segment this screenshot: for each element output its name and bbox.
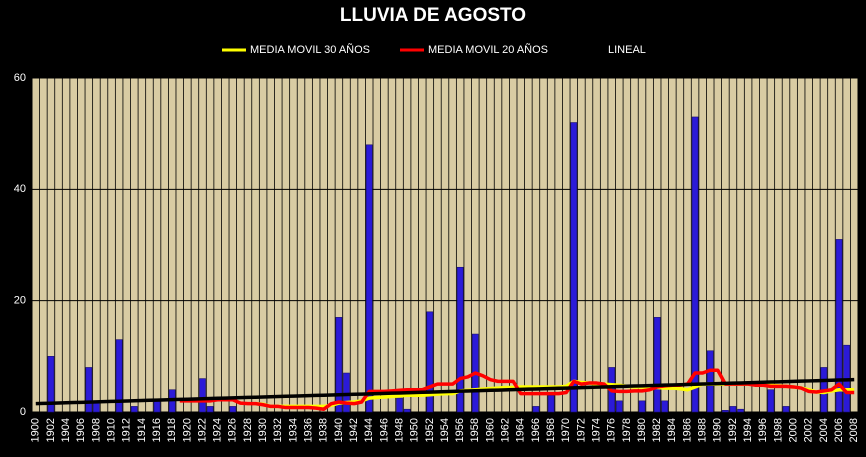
x-tick-label: 1994: [742, 418, 754, 442]
x-tick-label: 1956: [454, 418, 466, 442]
plot-area: [31, 77, 859, 413]
x-tick-label: 1998: [772, 418, 784, 442]
legend-label: MEDIA MOVIL 30 AÑOS: [250, 43, 370, 56]
x-tick-label: 1982: [651, 418, 663, 442]
y-tick-label: 0: [20, 406, 26, 418]
x-tick-label: 2000: [787, 418, 799, 442]
x-tick-label: 1916: [151, 418, 163, 442]
x-tick-label: 1924: [212, 418, 224, 442]
bar: [343, 372, 350, 413]
x-tick-label: 1932: [272, 418, 284, 442]
bar: [532, 406, 540, 413]
x-tick-label: 1964: [515, 418, 527, 442]
bar: [615, 400, 623, 413]
x-tick-label: 1990: [712, 418, 724, 442]
x-tick-label: 1900: [30, 418, 42, 442]
x-tick-label: 1928: [242, 418, 254, 442]
x-tick-label: 2002: [803, 418, 815, 442]
x-tick-label: 1976: [606, 418, 618, 442]
x-tick-label: 1996: [757, 418, 769, 442]
x-tick-label: 1958: [469, 418, 481, 442]
x-tick-label: 1950: [409, 418, 421, 442]
bar: [661, 400, 669, 413]
x-tick-label: 1952: [424, 418, 436, 442]
x-tick-label: 1944: [363, 418, 375, 442]
x-tick-label: 2008: [848, 418, 860, 442]
x-tick-label: 1930: [257, 418, 269, 442]
x-tick-label: 1908: [90, 418, 102, 442]
x-tick-label: 1948: [393, 418, 405, 442]
x-tick-label: 1934: [287, 418, 299, 442]
x-tick-label: 1946: [378, 418, 390, 442]
y-tick-label: 60: [14, 72, 26, 84]
bar: [547, 394, 555, 413]
x-tick-label: 1988: [697, 418, 709, 442]
x-tick-label: 1986: [681, 418, 693, 442]
bar: [782, 406, 790, 413]
bar: [638, 400, 646, 413]
bar: [403, 408, 411, 413]
bar: [729, 406, 737, 413]
x-tick-label: 1960: [484, 418, 496, 442]
bar: [85, 367, 93, 413]
bar: [722, 410, 729, 413]
bar: [153, 400, 161, 413]
x-tick-label: 1992: [727, 418, 739, 442]
x-tick-label: 1904: [60, 418, 72, 442]
legend-label: LINEAL: [608, 44, 646, 56]
y-tick-label: 20: [14, 295, 26, 307]
bar: [570, 122, 578, 413]
x-tick-label: 1984: [666, 418, 678, 442]
x-tick-label: 1906: [75, 418, 87, 442]
bar: [47, 356, 55, 413]
bar: [365, 144, 373, 413]
x-tick-label: 2006: [833, 418, 845, 442]
bar: [706, 350, 714, 413]
bar: [396, 397, 403, 413]
bar: [130, 406, 138, 413]
x-tick-label: 1954: [439, 418, 451, 442]
x-tick-label: 1970: [560, 418, 572, 442]
x-tick-label: 1936: [303, 418, 315, 442]
bar: [426, 311, 434, 413]
x-tick-label: 1910: [105, 418, 117, 442]
bar: [737, 408, 744, 413]
x-tick-label: 1920: [181, 418, 193, 442]
x-tick-label: 1902: [45, 418, 57, 442]
x-tick-label: 1918: [166, 418, 178, 442]
bar: [206, 406, 214, 413]
x-tick-label: 1968: [545, 418, 557, 442]
bar: [229, 406, 237, 413]
x-tick-label: 1974: [590, 418, 602, 442]
bar: [691, 116, 699, 413]
legend-label: MEDIA MOVIL 20 AÑOS: [428, 43, 548, 56]
x-tick-label: 1912: [121, 418, 133, 442]
x-tick-label: 1962: [500, 418, 512, 442]
bar: [835, 239, 843, 413]
x-tick-label: 1972: [575, 418, 587, 442]
bar: [767, 389, 775, 413]
x-tick-label: 1942: [348, 418, 360, 442]
x-tick-label: 1938: [318, 418, 330, 442]
bar: [115, 339, 123, 413]
x-tick-label: 1926: [227, 418, 239, 442]
x-tick-label: 1922: [196, 418, 208, 442]
x-tick-label: 1978: [621, 418, 633, 442]
x-tick-label: 1980: [636, 418, 648, 442]
x-tick-label: 1914: [136, 418, 148, 442]
line-series: [35, 377, 855, 406]
x-tick-label: 1940: [333, 418, 345, 442]
x-tick-label: 2004: [818, 418, 830, 442]
bar: [335, 317, 343, 413]
bar: [653, 317, 661, 413]
bar: [199, 378, 206, 413]
chart-title: LLUVIA DE AGOSTO: [340, 5, 526, 26]
bar: [456, 266, 464, 413]
y-tick-label: 40: [14, 183, 26, 195]
x-tick-label: 1966: [530, 418, 542, 442]
